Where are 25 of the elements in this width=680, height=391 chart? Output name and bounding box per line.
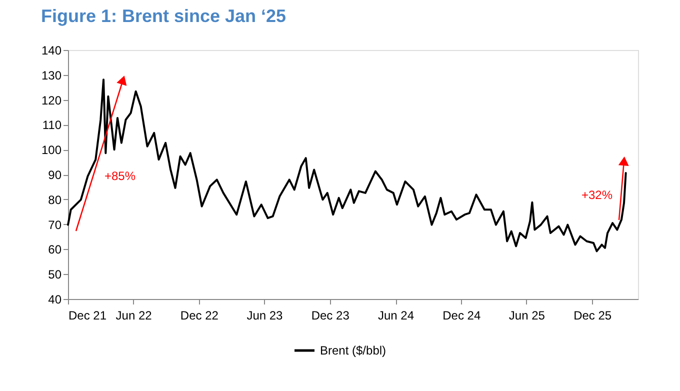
x-tick-label: Dec 21 — [68, 308, 107, 322]
x-tick-label: Jun 23 — [246, 308, 284, 322]
x-tick-label: Dec 23 — [311, 308, 350, 322]
y-tick-label: 120 — [41, 93, 62, 108]
x-tick-label: Jun 22 — [116, 308, 152, 322]
x-tick-label: Dec 22 — [180, 308, 219, 322]
y-tick-label: 60 — [48, 242, 62, 257]
line-series — [67, 78, 627, 252]
y-tick-label: 110 — [42, 118, 62, 132]
y-tick-label: 70 — [48, 218, 62, 232]
x-tick-label: Jun 25 — [508, 308, 546, 322]
y-tick-label: 40 — [48, 292, 62, 306]
y-tick-label: 140 — [41, 44, 62, 58]
x-tick-label: Jun 24 — [378, 308, 414, 322]
y-tick-label: 130 — [41, 68, 62, 82]
y-tick-label: 50 — [48, 268, 62, 282]
y-tick-label: 100 — [41, 143, 62, 158]
legend-label: Brent ($/bbl) — [320, 344, 386, 358]
x-tick-label: Dec 25 — [574, 308, 612, 322]
y-tick-label: 90 — [48, 168, 62, 182]
x-tick-label: Dec 24 — [442, 308, 481, 322]
annotation: +85% — [104, 169, 136, 183]
annotation: +32% — [581, 188, 613, 202]
chart-title: Figure 1: Brent since Jan ‘25 — [40, 6, 286, 26]
y-tick-label: 80 — [48, 192, 62, 207]
